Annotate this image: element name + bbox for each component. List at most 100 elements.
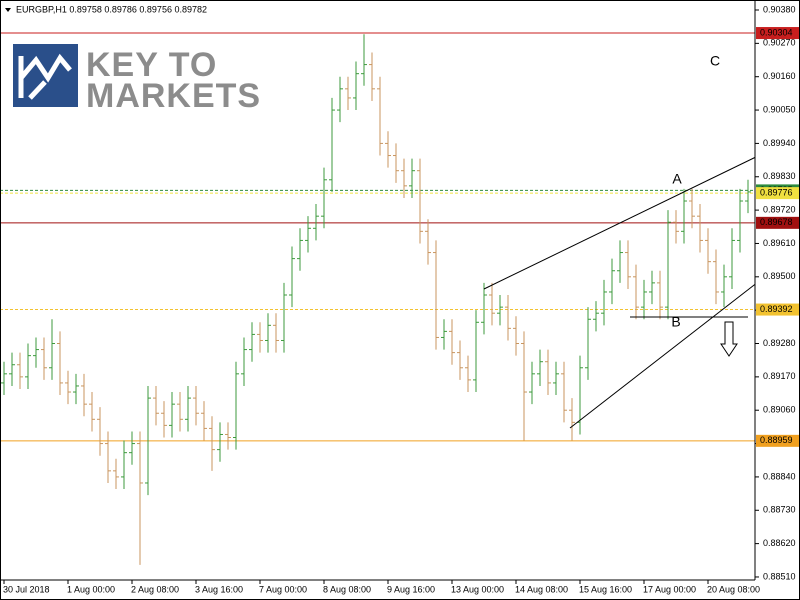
ohlc-bar xyxy=(625,240,631,289)
axes: 0.90380 0.90270 0.90160 0.90050 0.89940 0.898… xyxy=(3,4,799,594)
logo: KEY TO MARKETS xyxy=(13,44,261,115)
ohlc-bar xyxy=(153,385,159,426)
x-tick-label: 20 Aug 08:00 xyxy=(707,584,760,594)
ohlc-bar xyxy=(185,385,191,432)
ohlc-bar xyxy=(569,398,575,441)
ohlc-bar xyxy=(169,392,175,438)
ohlc-bar xyxy=(593,301,599,332)
time-axis-bg xyxy=(0,580,800,600)
ohlc-bar xyxy=(329,97,335,192)
logo-mark xyxy=(18,53,72,100)
ohlc-bar xyxy=(49,319,55,380)
ohlc-bar xyxy=(17,352,23,389)
level-label-bg xyxy=(756,27,799,40)
ohlc-bar xyxy=(433,240,439,350)
ohlc-bar xyxy=(729,228,735,289)
bars xyxy=(1,34,751,565)
ohlc-bar xyxy=(105,431,111,483)
y-tick-label: 0.89280 xyxy=(763,338,796,348)
ohlc-bar xyxy=(225,422,231,450)
ohlc-bar xyxy=(449,319,455,365)
y-tick-label: 0.89830 xyxy=(763,171,796,181)
x-tick-label: 9 Aug 16:00 xyxy=(387,584,435,594)
ohlc-bar xyxy=(681,188,687,244)
trend-line xyxy=(483,154,761,290)
ohlc-bar xyxy=(545,349,551,396)
ohlc-bar xyxy=(201,401,207,441)
x-tick-label: 8 Aug 08:00 xyxy=(323,584,371,594)
x-tick-label: 3 Aug 16:00 xyxy=(195,584,243,594)
ohlc-bar xyxy=(97,407,103,456)
y-tick-label: 0.89060 xyxy=(763,405,796,415)
x-tick-label: 2 Aug 08:00 xyxy=(131,584,179,594)
ohlc-bar xyxy=(633,264,639,320)
y-tick-label: 0.89500 xyxy=(763,271,796,281)
ohlc-bar xyxy=(489,282,495,326)
ohlc-bar xyxy=(481,282,487,335)
x-tick-label: 13 Aug 00:00 xyxy=(451,584,504,594)
ohlc-bar xyxy=(721,264,727,308)
ohlc-bar xyxy=(209,416,215,471)
level-label-bg xyxy=(756,434,799,447)
ohlc-bar xyxy=(161,401,167,438)
ohlc-bar xyxy=(305,216,311,253)
ohlc-bar xyxy=(249,322,255,362)
ohlc-bar xyxy=(585,307,591,380)
ohlc-bar xyxy=(641,279,647,320)
x-tick-label: 30 Jul 2018 xyxy=(3,584,50,594)
ohlc-bar xyxy=(385,131,391,168)
ohlc-bar xyxy=(497,295,503,326)
ohlc-bar xyxy=(345,76,351,111)
ohlc-bar xyxy=(41,337,47,380)
ohlc-bar xyxy=(65,370,71,405)
y-tick-label: 0.89720 xyxy=(763,204,796,214)
x-tick-label: 1 Aug 00:00 xyxy=(67,584,115,594)
ohlc-bar xyxy=(217,422,223,462)
ohlc-bar xyxy=(529,361,535,405)
ohlc-bar xyxy=(145,385,151,496)
ohlc-bar xyxy=(537,349,543,386)
ohlc-bar xyxy=(73,373,79,405)
ohlc-bar xyxy=(657,270,663,320)
y-tick-label: 0.88620 xyxy=(763,538,796,548)
drawings xyxy=(483,154,761,429)
y-tick-label: 0.90380 xyxy=(763,4,796,14)
ohlc-bar xyxy=(425,219,431,265)
ohlc-bar xyxy=(649,270,655,305)
logo-text: MARKETS xyxy=(86,77,261,115)
level-label: 0.89776 xyxy=(760,188,793,198)
ohlc-bar xyxy=(281,282,287,353)
x-tick-label: 17 Aug 00:00 xyxy=(643,584,696,594)
ohlc-bar xyxy=(689,188,695,229)
ohlc-bar xyxy=(121,440,127,490)
level-label-bg xyxy=(756,187,799,200)
x-tick-label: 7 Aug 00:00 xyxy=(259,584,307,594)
ohlc-bar xyxy=(465,355,471,393)
annotation: A xyxy=(672,171,682,187)
level-label: 0.88959 xyxy=(760,435,793,445)
y-tick-label: 0.89610 xyxy=(763,238,796,248)
ohlc-bar xyxy=(409,158,415,198)
ohlc-bar xyxy=(353,61,359,111)
trend-line xyxy=(569,281,759,429)
ohlc-bar xyxy=(81,373,87,417)
ohlc-bar xyxy=(9,352,15,386)
x-tick-label: 14 Aug 08:00 xyxy=(515,584,568,594)
ohlc-bar xyxy=(441,319,447,350)
ohlc-bar xyxy=(745,179,751,214)
ohlc-bar xyxy=(601,279,607,326)
ohlc-bar xyxy=(377,76,383,156)
annotation: C xyxy=(710,53,720,69)
ohlc-bar xyxy=(297,228,303,271)
ohlc-bar xyxy=(257,322,263,353)
ohlc-bar xyxy=(129,431,135,465)
ohlc-bar xyxy=(553,361,559,396)
ohlc-bar xyxy=(313,204,319,241)
ohlc-bar xyxy=(617,240,623,283)
ohlc-bar xyxy=(1,361,7,396)
levels xyxy=(0,32,755,442)
level-label-bg xyxy=(756,303,799,316)
ohlc-bar xyxy=(321,167,327,229)
